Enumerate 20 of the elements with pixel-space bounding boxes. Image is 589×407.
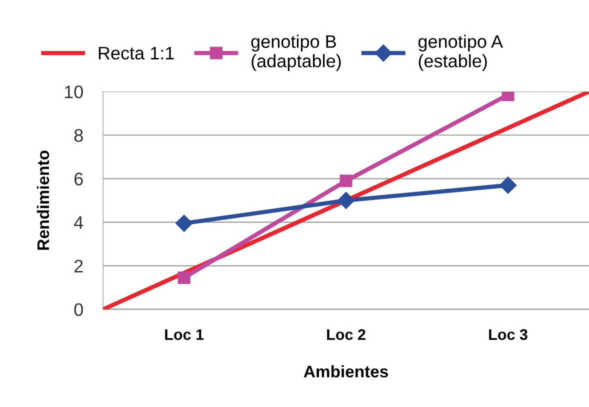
line-series [103,92,589,310]
point [337,192,355,209]
y-tick-label: 2 [74,260,83,272]
y-tick-label: 4 [74,216,84,229]
y-tick-label: 8 [74,129,83,142]
y-axis-title: Rendimiento [36,150,50,250]
y-tick-label: 10 [64,86,83,98]
point [178,271,190,284]
y-tick-label: 6 [74,172,83,186]
y-tick-label: 0 [74,303,83,316]
x-axis-title: Ambientes [304,365,388,378]
x-tick-label: Loc 2 [327,329,366,340]
point [176,214,193,232]
point [340,174,352,188]
legend-label: Recta 1:1 [98,46,174,60]
legend-label: genotipo B (adaptable) [251,34,341,71]
legend-label: genotipo A (estable) [418,34,504,71]
point [499,176,517,194]
x-tick-label: Loc 3 [489,329,528,340]
x-tick-label: Loc 1 [165,329,204,340]
